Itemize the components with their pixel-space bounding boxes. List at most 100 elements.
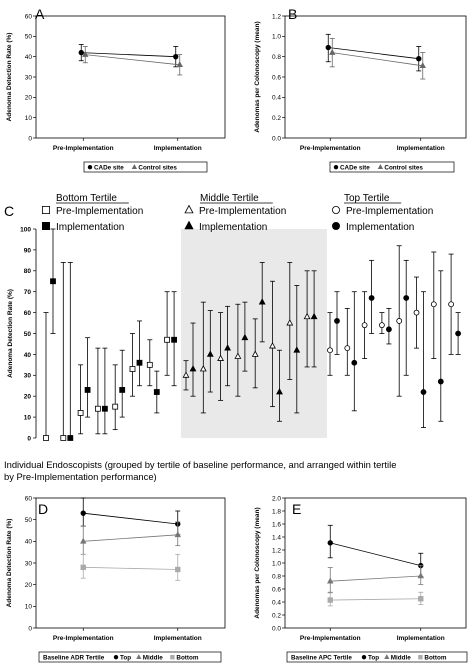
endoscopist [269,280,283,422]
impl-error-bar [85,337,91,418]
legend-impl-marker [184,220,194,230]
legend-pre-marker [184,204,194,214]
pre-implementation-point [303,312,311,320]
y-tick-label: 30 [25,560,33,567]
pre-implementation-point [413,309,420,316]
legend-label: Top [368,655,379,662]
legend-pre-label: Pre-Implementation [346,206,433,217]
legend-label: Control sites [384,165,423,172]
y-tick-label: 100 [20,226,31,233]
endoscopist [217,305,232,401]
impl-error-bar [119,349,125,418]
y-tick-label: 20 [24,394,32,401]
panel-c: C 0 10 20 30 40 50 60 70 80 90 100 Adenoma Detection… [4,193,462,482]
implementation-point [334,318,340,324]
pre-implementation-point [269,342,276,349]
y-tick-label: 2.0 [272,495,281,502]
legend-pre-marker [331,205,340,214]
data-point [80,510,86,516]
x-tick-label: Implementation [154,635,202,642]
endoscopist [286,262,301,414]
legend-title: Baseline ADR Tertile [43,655,105,662]
series-bottom [80,553,181,581]
y-tick-label: 20 [25,95,33,102]
y-tick-label: 90 [24,247,32,254]
y-axis-label: Adenoma Detection Rate (%) [7,289,14,378]
legend-label: CADe site [94,165,124,172]
data-point [327,577,334,584]
pre-implementation-point [77,410,84,416]
series-control-sites [82,46,183,76]
endoscopist [430,251,444,422]
y-tick-label: 1.6 [272,521,281,528]
series-line [83,512,178,525]
series-line [83,566,178,570]
endoscopist [448,253,462,355]
legend-marker [131,164,138,170]
pre-implementation-point [344,345,351,352]
y-tick-label: 80 [24,268,32,275]
group-top-tertile [327,245,462,428]
y-tick-label: 0.2 [272,612,281,619]
x-tick-label: Pre-Implementation [53,145,114,152]
plot-frame [284,497,467,629]
legend: Baseline ADR Tertile Top Middle Bottom [38,651,222,663]
series-line [85,54,180,66]
implementation-point [119,387,126,393]
y-tick-label: 0.6 [272,586,281,593]
implementation-point [224,344,232,351]
x-axis-caption-line: by Pre-Implementation performance) [4,471,157,482]
y-tick-label: 0.2 [272,115,281,122]
endoscopist [164,291,178,387]
panel-letter: A [35,6,45,22]
y-tick-label: 40 [24,352,32,359]
legend-marker [377,164,384,170]
implementation-point [437,378,444,385]
y-tick-label: 10 [25,115,33,122]
pre-implementation-point [95,405,101,412]
series-line [332,52,423,67]
endoscopist [199,301,214,414]
legend-marker [361,655,367,660]
pre-error-bar [164,291,170,376]
legend-label: Middle [391,655,411,662]
pre-error-bar [60,262,66,439]
endoscopist [251,262,266,389]
series-line [81,52,176,58]
y-tick-label: 60 [25,495,33,502]
y-tick-label: 40 [25,54,33,61]
x-tick-label: Implementation [154,145,202,152]
series-top [80,497,181,536]
y-axis-label: Adenomas per Colonoscopy (mean) [254,21,261,132]
implementation-point [368,295,375,301]
pre-error-bar [43,312,49,439]
legend-title: Top Tertile [344,193,390,204]
x-tick-label: Pre-Implementation [300,145,361,152]
endoscopist [396,245,410,397]
legend-impl-label: Implementation [346,222,414,233]
implementation-point [67,435,74,441]
y-tick-label: 1.0 [272,34,281,41]
endoscopist [60,262,74,441]
endoscopist [378,308,392,345]
data-point [417,572,424,579]
group-middle-tertile [182,262,318,422]
legend-marker [136,654,142,660]
x-axis-caption-line: Individual Endoscopists (grouped by tert… [4,459,396,470]
legend-title: Bottom Tertile [56,193,117,204]
endoscopist [112,349,126,431]
implementation-point [420,389,427,395]
y-tick-label: 10 [25,604,33,611]
y-axis-label: Adenomas per Colonoscopy (mean) [254,507,261,618]
legend-marker [384,654,390,660]
legend-box [329,161,455,173]
legend-label: Bottom [176,655,198,662]
legend-box [38,651,222,663]
panel-e: E 0.0 0.2 0.4 0.6 0.8 1.0 1.2 1.4 1.6 1.8 2.0 Adenom… [254,495,468,663]
legend-bottom-tertile: Bottom Tertile Pre-Implementation Implemen… [42,193,143,233]
endoscopist [234,301,249,397]
legend-impl-marker [42,221,51,230]
pre-implementation-point [146,361,153,368]
data-point [173,53,179,60]
